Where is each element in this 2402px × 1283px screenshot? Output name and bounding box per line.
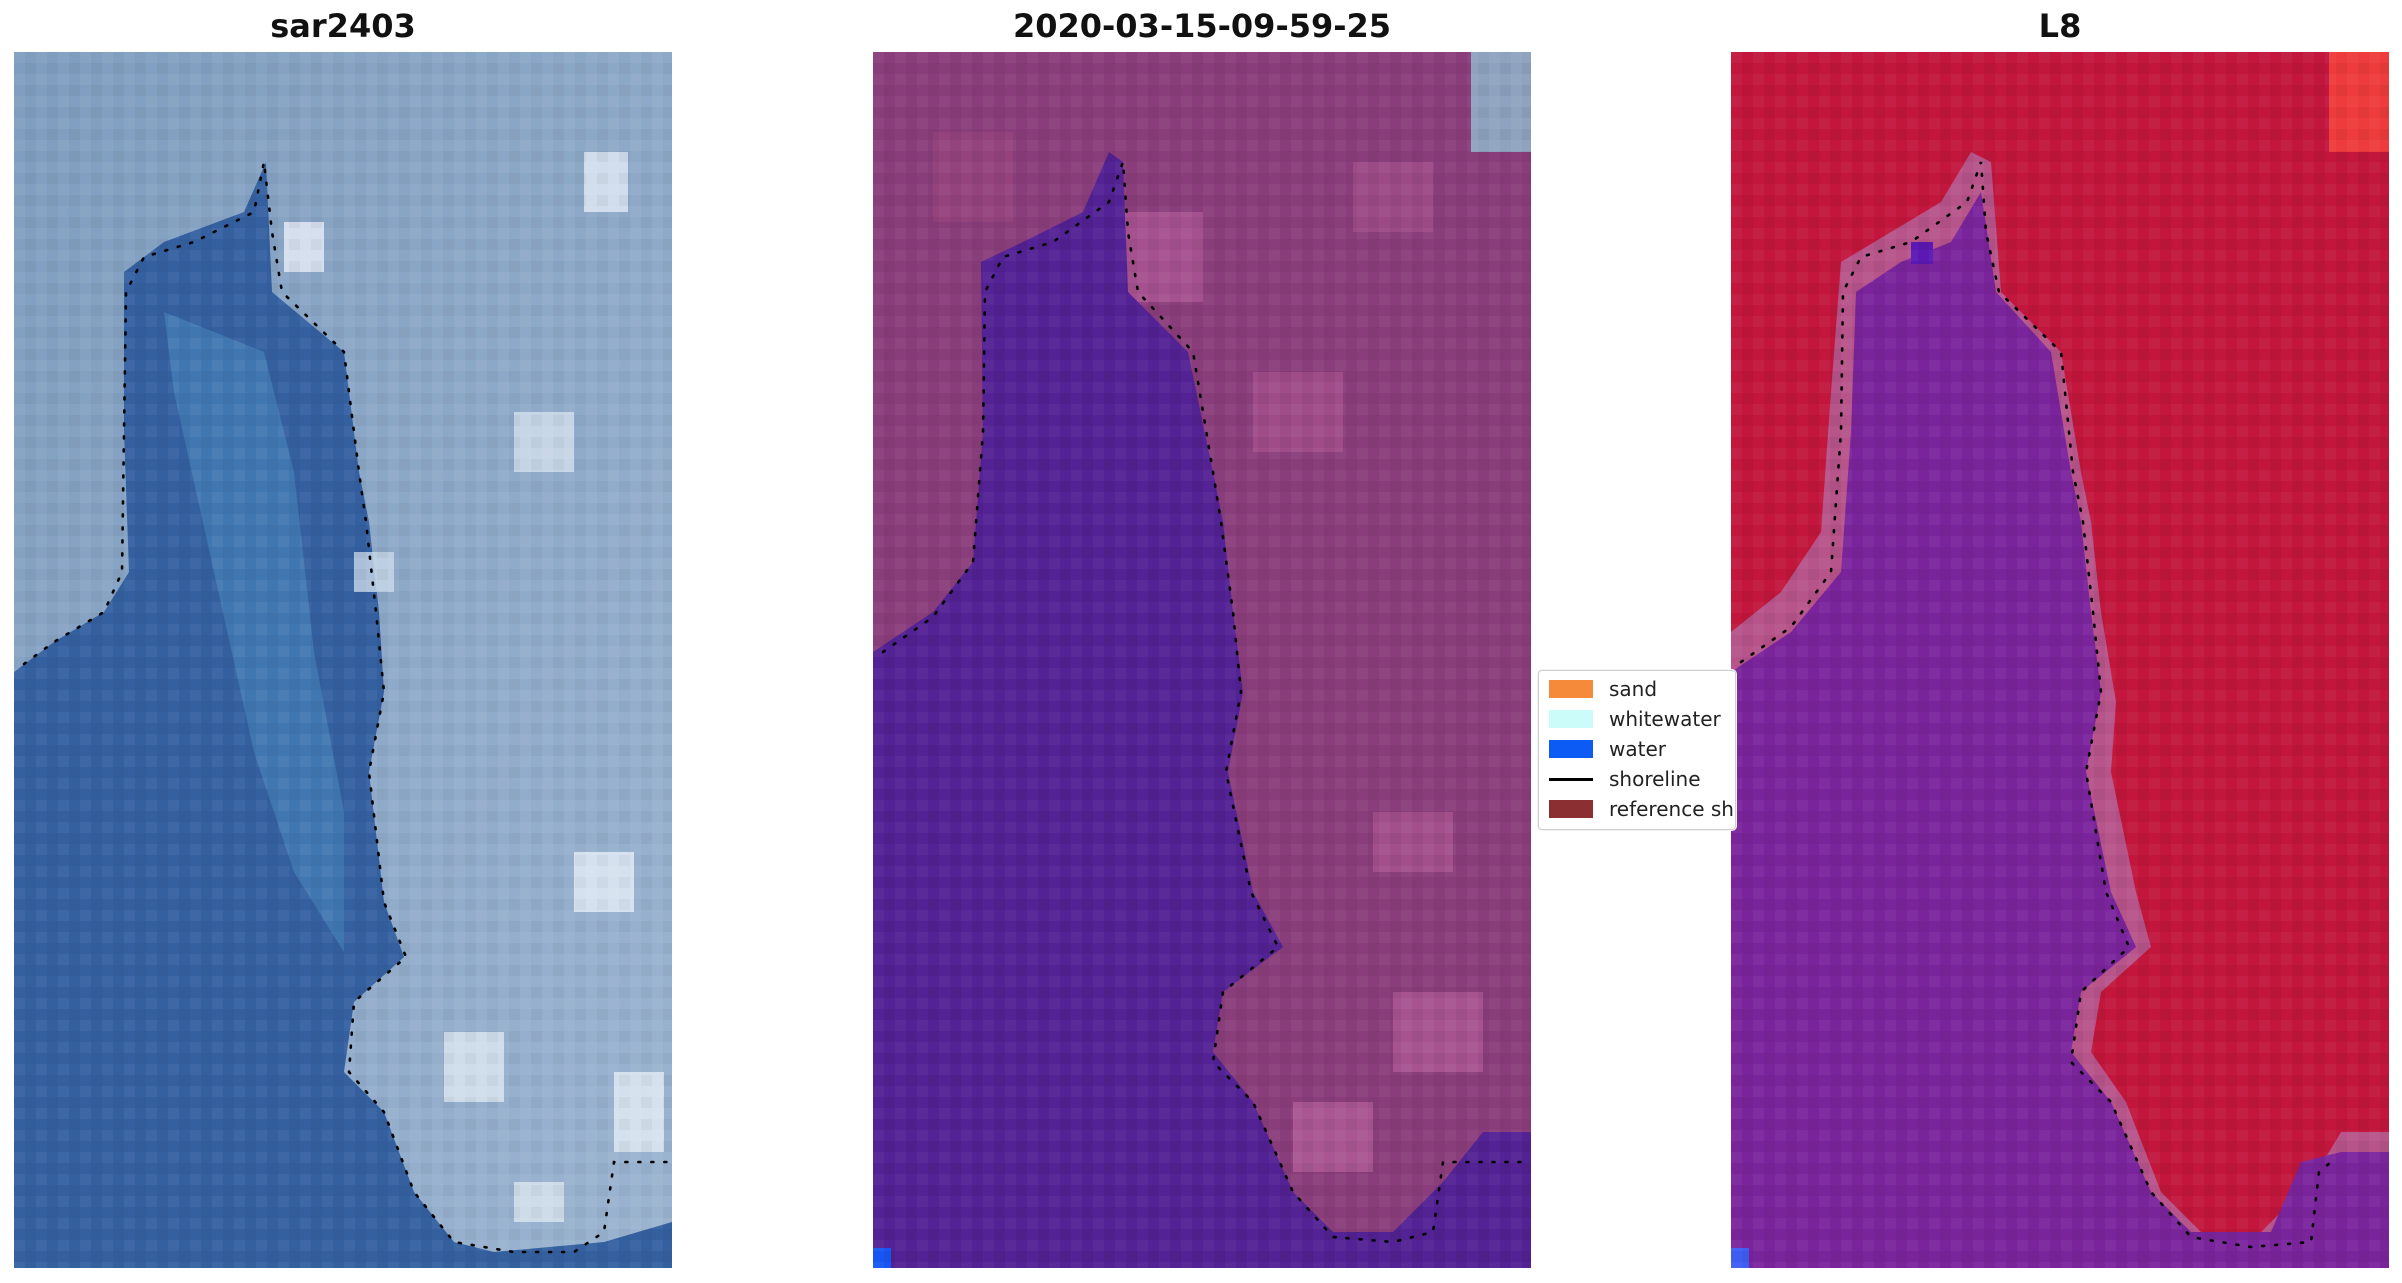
pixel-texture <box>1731 52 2389 1268</box>
panel-true-color-image <box>14 52 672 1268</box>
legend-item-reference-shoreline: reference shoreline <box>1549 797 1735 821</box>
satellite-image-1 <box>14 52 672 1268</box>
water-swatch <box>1549 740 1593 758</box>
legend-label-reference-shoreline: reference shoreline <box>1609 797 1735 821</box>
panel-title-2: 2020-03-15-09-59-25 <box>1012 7 1392 45</box>
panel-title-3: L8 <box>2038 7 2082 45</box>
sand-swatch <box>1549 680 1593 698</box>
legend: sand whitewater water shoreline referenc… <box>1538 670 1736 830</box>
legend-label-sand: sand <box>1609 677 1658 701</box>
legend-label-shoreline: shoreline <box>1609 767 1701 791</box>
shoreline-dots <box>1739 161 2333 1249</box>
legend-item-water: water <box>1549 737 1666 761</box>
legend-label-whitewater: whitewater <box>1609 707 1721 731</box>
whitewater-swatch <box>1549 710 1593 728</box>
legend-item-shoreline: shoreline <box>1549 767 1701 791</box>
pixel-texture <box>14 52 672 1268</box>
legend-item-sand: sand <box>1549 677 1657 701</box>
legend-item-whitewater: whitewater <box>1549 707 1721 731</box>
panel-title-1: sar2403 <box>270 7 416 45</box>
reference-shoreline-swatch <box>1549 800 1593 818</box>
pixel-texture <box>873 52 1531 1268</box>
panel-classified-image-1 <box>873 52 1531 1268</box>
shoreline-line-swatch <box>1549 777 1593 781</box>
legend-label-water: water <box>1609 737 1666 761</box>
shoreline-dots <box>881 161 1531 1244</box>
classified-image-2 <box>1731 52 2389 1268</box>
classified-image-1 <box>873 52 1531 1268</box>
panel-classified-image-2 <box>1731 52 2389 1268</box>
